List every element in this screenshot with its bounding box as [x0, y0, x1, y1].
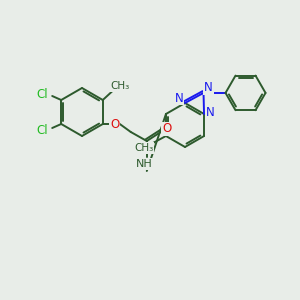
Text: N: N [206, 106, 214, 118]
Text: Cl: Cl [36, 124, 48, 136]
Text: O: O [162, 122, 171, 136]
Text: O: O [110, 118, 119, 130]
Text: N: N [175, 92, 183, 104]
Text: CH₃: CH₃ [134, 143, 154, 153]
Text: Cl: Cl [36, 88, 48, 100]
Text: CH₃: CH₃ [110, 81, 129, 91]
Text: N: N [204, 81, 213, 94]
Text: NH: NH [135, 159, 152, 169]
